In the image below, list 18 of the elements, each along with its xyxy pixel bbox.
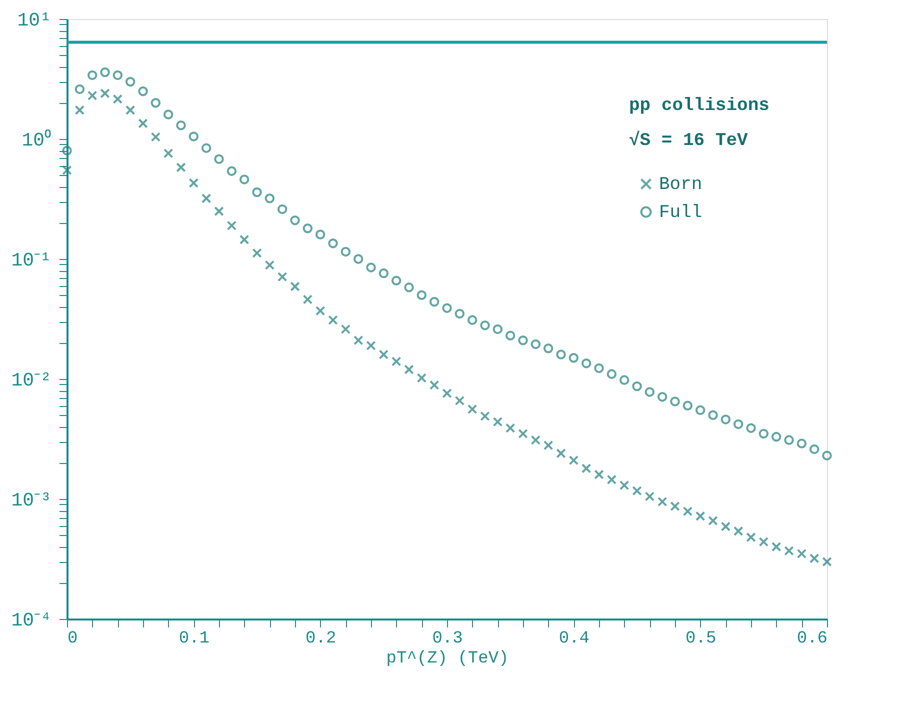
x-tick-label: 0.1: [178, 630, 210, 648]
y-tick-label: 10⁻³: [11, 490, 52, 512]
y-tick-label: 10⁰: [22, 128, 52, 152]
x-tick-label: 0.4: [558, 630, 590, 648]
x-axis-title: pT^(Z) (TeV): [386, 650, 509, 668]
x-tick-label: 0.2: [306, 630, 336, 648]
annotation: pp collisions: [629, 96, 770, 116]
y-tick-label: 10⁻⁴: [11, 610, 52, 632]
x-tick-label: 0.5: [686, 630, 716, 648]
legend-label: Born: [659, 175, 702, 195]
x-tick-label: 0: [68, 630, 78, 648]
x-tick-label: 0.6: [796, 630, 828, 648]
y-tick-label: 10⁻²: [11, 370, 52, 392]
y-tick-label: 10¹: [17, 10, 52, 32]
annotation: √S = 16 TeV: [629, 130, 748, 151]
legend-label: Full: [659, 203, 702, 223]
x-tick-label: 0.3: [432, 630, 463, 648]
y-tick-label: 10⁻¹: [11, 250, 52, 272]
